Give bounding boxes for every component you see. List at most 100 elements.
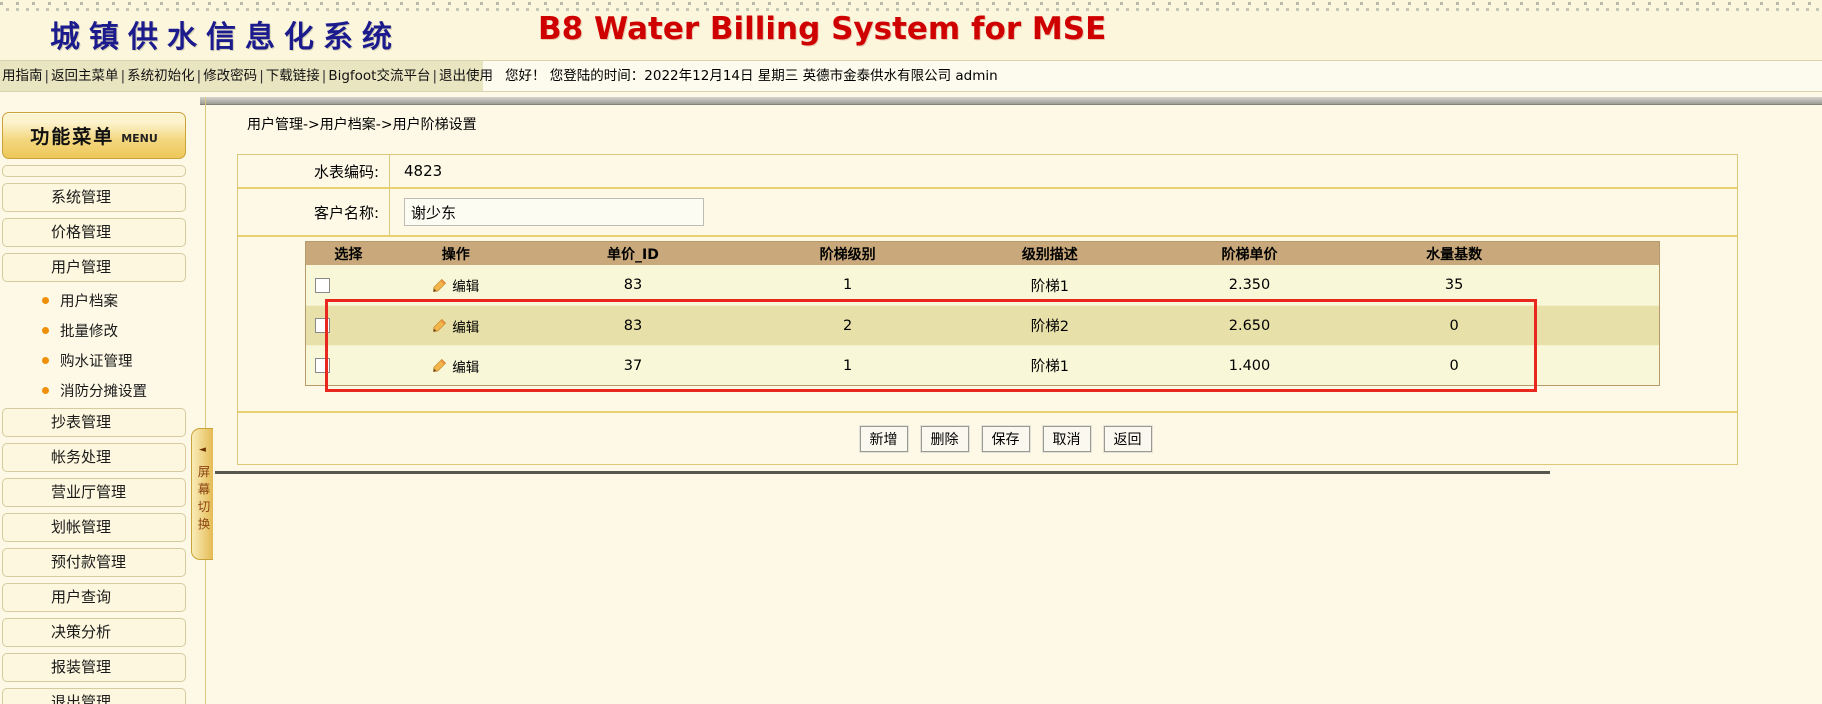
menu-link-main-menu[interactable]: 返回主菜单 (51, 68, 119, 84)
edit-link[interactable]: 编辑 (432, 356, 479, 376)
banner-pattern-strip (0, 0, 1822, 13)
row-checkbox[interactable] (315, 358, 330, 373)
system-title-chinese: 城镇供水信息化系统 (50, 20, 401, 55)
edit-label: 编辑 (452, 319, 480, 336)
select-cell (306, 346, 391, 385)
menu-link-change-password[interactable]: 修改密码 (203, 68, 258, 84)
bullet-icon (42, 356, 49, 364)
menu-separator: | (259, 68, 264, 84)
tier-level-cell: 2 (843, 317, 853, 334)
sidebar-item-prepay-mgmt[interactable]: 预付款管理 (2, 548, 186, 577)
system-title-english: B8 Water Billing System for MSE (538, 11, 1107, 47)
screen-toggle-label: 屏幕切换 (195, 465, 211, 535)
content-top-scroll-strip (200, 97, 1822, 105)
sidebar-item-user-mgmt[interactable]: 用户管理 (2, 253, 186, 282)
sidebar-subitem-water-permit[interactable]: 购水证管理 (2, 348, 186, 372)
select-cell (306, 306, 391, 345)
sidebar-title: 功能菜单 (30, 126, 115, 148)
menu-link-guide[interactable]: 用指南 (2, 68, 43, 84)
collapse-arrow-icon: ◄ (199, 445, 206, 455)
tier-table-header-row: 选择 操作 单价_ID 阶梯级别 级别描述 阶梯单价 水量基数 (306, 242, 1659, 265)
top-menu-bar: 用指南 | 返回主菜单 | 系统初始化 | 修改密码 | 下载链接 | Bigfoot交流平台 | 退出… (0, 61, 1822, 91)
table-row: 编辑 83 1 阶梯1 2.350 35 (306, 265, 1659, 305)
price-id-cell: 83 (623, 277, 643, 293)
edit-link[interactable]: 编辑 (432, 275, 479, 295)
delete-button[interactable]: 删除 (919, 425, 970, 453)
pencil-icon (433, 278, 447, 292)
top-menu-links: 用指南 | 返回主菜单 | 系统初始化 | 修改密码 | 下载链接 | Bigfoot交流平台 | 退出… (0, 61, 493, 91)
sidebar-item-transfer-mgmt[interactable]: 划帐管理 (2, 513, 186, 542)
edit-label: 编辑 (452, 359, 480, 376)
tier-level-cell: 1 (843, 357, 853, 374)
tier-table: 选择 操作 单价_ID 阶梯级别 级别描述 阶梯单价 水量基数 (305, 241, 1660, 386)
sidebar-title-badge: MENU (121, 131, 158, 145)
base-qty-cell: 0 (1449, 357, 1459, 374)
customer-name-row: 客户名称: (238, 189, 1737, 237)
meter-code-label: 水表编码: (238, 155, 390, 187)
login-greeting: 您好！ 您登陆的时间：2022年12月14日 星期三 英德市金泰供水有限公司 a… (505, 68, 998, 84)
back-button[interactable]: 返回 (1102, 425, 1153, 453)
sidebar-menu-header: 功能菜单 MENU (2, 112, 186, 159)
function-menu-sidebar: 功能菜单 MENU 系统管理 价格管理 用户管理 用户档案 批量修改 购水证管理… (0, 97, 205, 704)
select-cell (306, 265, 391, 305)
sidebar-item-price-mgmt[interactable]: 价格管理 (2, 218, 186, 247)
header-tier-desc: 级别描述 (1021, 246, 1078, 263)
edit-label: 编辑 (452, 279, 480, 295)
pencil-icon (433, 358, 447, 373)
sidebar-subitem-batch-modify[interactable]: 批量修改 (2, 318, 186, 342)
customer-name-cell (390, 189, 1737, 235)
topbar-top-border (0, 60, 1822, 61)
sidebar-subitem-fire-share-setting[interactable]: 消防分摊设置 (2, 378, 186, 402)
subitem-label: 购水证管理 (60, 353, 133, 370)
menu-link-download[interactable]: 下载链接 (265, 68, 320, 84)
table-row: 编辑 37 1 阶梯1 1.400 0 (306, 345, 1659, 385)
action-button-row: 新增 删除 保存 取消 返回 (274, 413, 1737, 465)
sidebar-item-business-hall[interactable]: 营业厅管理 (2, 478, 186, 507)
menu-link-bigfoot-forum[interactable]: Bigfoot交流平台 (328, 68, 431, 84)
customer-name-input[interactable] (404, 198, 704, 226)
header-base-qty: 水量基数 (1426, 246, 1483, 263)
sidebar-content-divider (205, 97, 206, 704)
sidebar-item-exit-mgmt[interactable]: 退出管理 (2, 688, 186, 704)
main-content: 用户管理->用户档案->用户阶梯设置 水表编码: 4823 客户名称: 选择 操… (206, 105, 1822, 704)
tier-price-cell: 2.650 (1228, 317, 1271, 334)
operation-cell: 编辑 (391, 306, 521, 345)
panel-divider (238, 411, 1737, 413)
bullet-icon (42, 296, 49, 304)
bullet-icon (42, 386, 49, 394)
sidebar-item-installation-mgmt[interactable]: 报装管理 (2, 653, 186, 682)
tier-desc-cell: 阶梯1 (1030, 359, 1069, 375)
row-checkbox[interactable] (315, 277, 330, 293)
tier-price-cell: 2.350 (1228, 277, 1271, 293)
save-button[interactable]: 保存 (980, 425, 1031, 453)
tier-level-cell: 1 (843, 277, 853, 293)
sidebar-subitem-user-archive[interactable]: 用户档案 (2, 288, 186, 312)
sidebar-item-user-query[interactable]: 用户查询 (2, 583, 186, 612)
menu-separator: | (432, 68, 438, 84)
header-operation: 操作 (441, 246, 470, 263)
edit-link[interactable]: 编辑 (432, 316, 479, 336)
top-banner: 城镇供水信息化系统 B8 Water Billing System for MS… (0, 0, 1822, 60)
row-checkbox[interactable] (315, 318, 330, 333)
header-select: 选择 (334, 246, 363, 263)
sidebar-item-system-mgmt[interactable]: 系统管理 (2, 183, 186, 212)
screen-toggle-tab[interactable]: ◄ 屏幕切换 (191, 428, 213, 560)
menu-separator: | (196, 68, 202, 84)
tier-table-wrap: 选择 操作 单价_ID 阶梯级别 级别描述 阶梯单价 水量基数 (238, 237, 1737, 409)
base-qty-cell: 0 (1449, 317, 1459, 334)
menu-separator: | (321, 68, 327, 84)
cancel-button[interactable]: 取消 (1041, 425, 1092, 453)
menu-link-logout[interactable]: 退出使用 (439, 68, 494, 84)
sidebar-item-decision-analysis[interactable]: 决策分析 (2, 618, 186, 647)
operation-cell: 编辑 (391, 265, 521, 305)
header-tier-level: 阶梯级别 (819, 246, 876, 263)
tier-desc-cell: 阶梯1 (1030, 278, 1069, 295)
menu-link-system-init[interactable]: 系统初始化 (127, 68, 195, 84)
sidebar-item-meter-reading[interactable]: 抄表管理 (2, 408, 186, 437)
menu-separator: | (44, 68, 50, 84)
subitem-label: 批量修改 (60, 323, 118, 340)
operation-cell: 编辑 (391, 346, 521, 385)
add-button[interactable]: 新增 (858, 425, 909, 453)
sidebar-item-account-processing[interactable]: 帐务处理 (2, 443, 186, 472)
